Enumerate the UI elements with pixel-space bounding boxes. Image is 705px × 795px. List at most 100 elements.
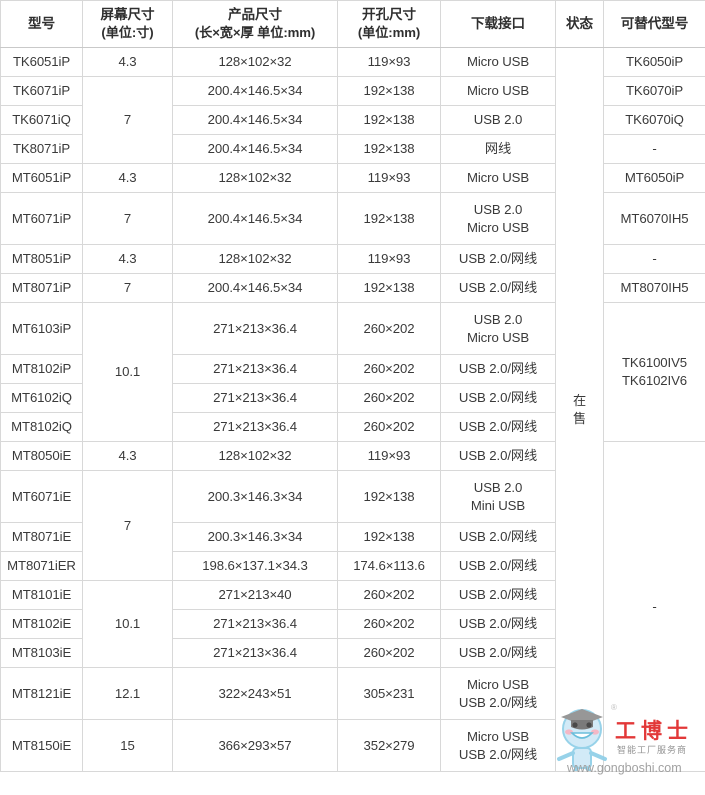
cell-line: 260×202	[363, 390, 415, 406]
cell-download-interface: 网线	[440, 134, 556, 165]
table-row: TK6051iP 4.3 128×102×32 119×93 Micro USB 在售 TK…	[0, 47, 705, 773]
cell-line: TK6102IV6	[621, 373, 688, 389]
cell-cutout-size: 260×202	[337, 412, 441, 443]
cell-model: MT8071iE	[0, 522, 83, 553]
column-header-main: 屏幕尺寸	[100, 7, 155, 22]
column-header-6: 可替代型号	[603, 0, 705, 49]
table-row: MT8050iE 4.3 128×102×32 119×93 USB 2.0/网线 -	[0, 441, 705, 773]
table-row: MT8150iE 15 366×293×57 352×279 Micro USB USB …	[0, 719, 705, 773]
column-header-2: 产品尺寸 (长×宽×厚 单位:mm)	[172, 0, 338, 49]
cell-alternative-model: -	[603, 244, 705, 275]
cell-alternative-model: TK6100IV5 TK6102IV6	[603, 302, 705, 443]
cell-cutout-size: 192×138	[337, 105, 441, 136]
cell-download-interface: USB 2.0/网线	[440, 522, 556, 553]
cell-download-interface: USB 2.0/网线	[440, 273, 556, 304]
cell-screen-size: 7	[82, 76, 173, 165]
cell-screen-size: 10.1	[82, 580, 173, 669]
cell-line: 271×213×36.4	[213, 616, 297, 632]
table-row: TK6071iQ 200.4×146.5×34 192×138 USB 2.0 TK60…	[0, 105, 705, 136]
cell-model: MT6071iE	[0, 470, 83, 524]
cell-model: MT8071iP	[0, 273, 83, 304]
cell-line: MT8150iE	[11, 737, 72, 753]
table-row: MT8051iP 4.3 128×102×32 119×93 USB 2.0/网线 -	[0, 244, 705, 275]
cell-alternative-model: MT6050iP	[603, 163, 705, 194]
cell-line: 192×138	[363, 529, 415, 545]
cell-alternative-model: -	[603, 134, 705, 165]
cell-cutout-size: 192×138	[337, 76, 441, 107]
cell-alternative-model: TK6050iP	[603, 47, 705, 78]
cell-line: 260×202	[363, 419, 415, 435]
cell-line: USB 2.0/网线	[458, 251, 538, 267]
cell-download-interface: Micro USB	[440, 47, 556, 78]
cell-line: USB 2.0/网线	[458, 746, 538, 762]
cell-download-interface: USB 2.0/网线	[440, 580, 556, 611]
cell-line: -	[652, 251, 657, 267]
cell-alternative-model: MT8070IH5	[603, 273, 705, 304]
table-row: MT8071iP 7 200.4×146.5×34 192×138 USB 2.0/网线…	[0, 273, 705, 304]
cell-line: MT6071iE	[11, 488, 72, 504]
cell-product-size: 271×213×36.4	[172, 609, 338, 640]
cell-line: 174.6×113.6	[353, 558, 425, 574]
cell-line: 271×213×40	[218, 587, 292, 603]
cell-line: 119×93	[367, 448, 411, 464]
cell-product-size: 271×213×36.4	[172, 354, 338, 385]
cell-cutout-size: 192×138	[337, 470, 441, 524]
cell-download-interface: USB 2.0 Micro USB	[440, 192, 556, 246]
column-header-0: 型号	[0, 0, 83, 49]
table-row: MT8071iE 200.3×146.3×34 192×138 USB 2.0/网线	[0, 522, 705, 553]
cell-cutout-size: 260×202	[337, 580, 441, 611]
cell-line: MT6102iQ	[11, 390, 72, 406]
cell-screen-size: 15	[82, 719, 173, 773]
cell-line: USB 2.0/网线	[458, 419, 538, 435]
cell-line: USB 2.0	[473, 201, 523, 217]
cell-screen-size: 12.1	[82, 667, 173, 721]
cell-product-size: 128×102×32	[172, 47, 338, 78]
cell-download-interface: USB 2.0/网线	[440, 441, 556, 472]
cell-model: MT8101iE	[0, 580, 83, 611]
cell-product-size: 271×213×36.4	[172, 383, 338, 414]
cell-line: 4.3	[118, 251, 137, 267]
column-header-main: 产品尺寸	[228, 7, 282, 22]
cell-product-size: 200.3×146.3×34	[172, 470, 338, 524]
cell-line: 4.3	[118, 448, 137, 464]
cell-cutout-size: 192×138	[337, 192, 441, 246]
table-header-row: 型号 屏幕尺寸 (单位:寸) 产品尺寸 (长×宽×厚 单位:mm) 开孔尺寸 (单位:mm)…	[0, 0, 705, 49]
cell-line: MT6050iP	[624, 170, 685, 186]
cell-line: 7	[123, 280, 132, 296]
cell-cutout-size: 352×279	[337, 719, 441, 773]
cell-screen-size: 7	[82, 192, 173, 246]
cell-model: MT8150iE	[0, 719, 83, 773]
cell-model: MT8102iP	[0, 354, 83, 385]
cell-line: 10.1	[114, 616, 141, 632]
cell-line: MT8071iP	[11, 280, 72, 296]
cell-product-size: 128×102×32	[172, 441, 338, 472]
cell-line: 200.3×146.3×34	[207, 488, 303, 504]
cell-cutout-size: 119×93	[337, 163, 441, 194]
table-row: MT8102iQ 271×213×36.4 260×202 USB 2.0/网线	[0, 412, 705, 443]
cell-line: USB 2.0/网线	[458, 280, 538, 296]
cell-download-interface: Micro USB	[440, 76, 556, 107]
cell-product-size: 200.4×146.5×34	[172, 105, 338, 136]
cell-download-interface: Micro USB USB 2.0/网线	[440, 667, 556, 721]
cell-model: MT6102iQ	[0, 383, 83, 414]
cell-cutout-size: 119×93	[337, 244, 441, 275]
cell-line: MT8103iE	[11, 645, 72, 661]
cell-cutout-size: 192×138	[337, 522, 441, 553]
cell-line: 10.1	[114, 364, 141, 380]
cell-download-interface: USB 2.0 Mini USB	[440, 470, 556, 524]
table-row: MT6051iP 4.3 128×102×32 119×93 Micro USB MT60…	[0, 163, 705, 194]
cell-product-size: 271×213×36.4	[172, 302, 338, 356]
cell-product-size: 271×213×36.4	[172, 638, 338, 669]
cell-line: 200.3×146.3×34	[207, 529, 303, 545]
cell-line: Micro USB	[466, 676, 530, 692]
cell-line: 192×138	[363, 83, 415, 99]
cell-screen-size: 4.3	[82, 163, 173, 194]
cell-line: 198.6×137.1×34.3	[202, 558, 308, 574]
cell-line: MT8071iE	[11, 529, 72, 545]
cell-line: 366×293×57	[218, 737, 292, 753]
column-header-sub: (单位:寸)	[101, 25, 154, 41]
cell-line: MT8071iER	[7, 558, 76, 574]
cell-cutout-size: 174.6×113.6	[337, 551, 441, 582]
cell-line: USB 2.0	[473, 112, 523, 128]
cell-line: 192×138	[363, 280, 415, 296]
